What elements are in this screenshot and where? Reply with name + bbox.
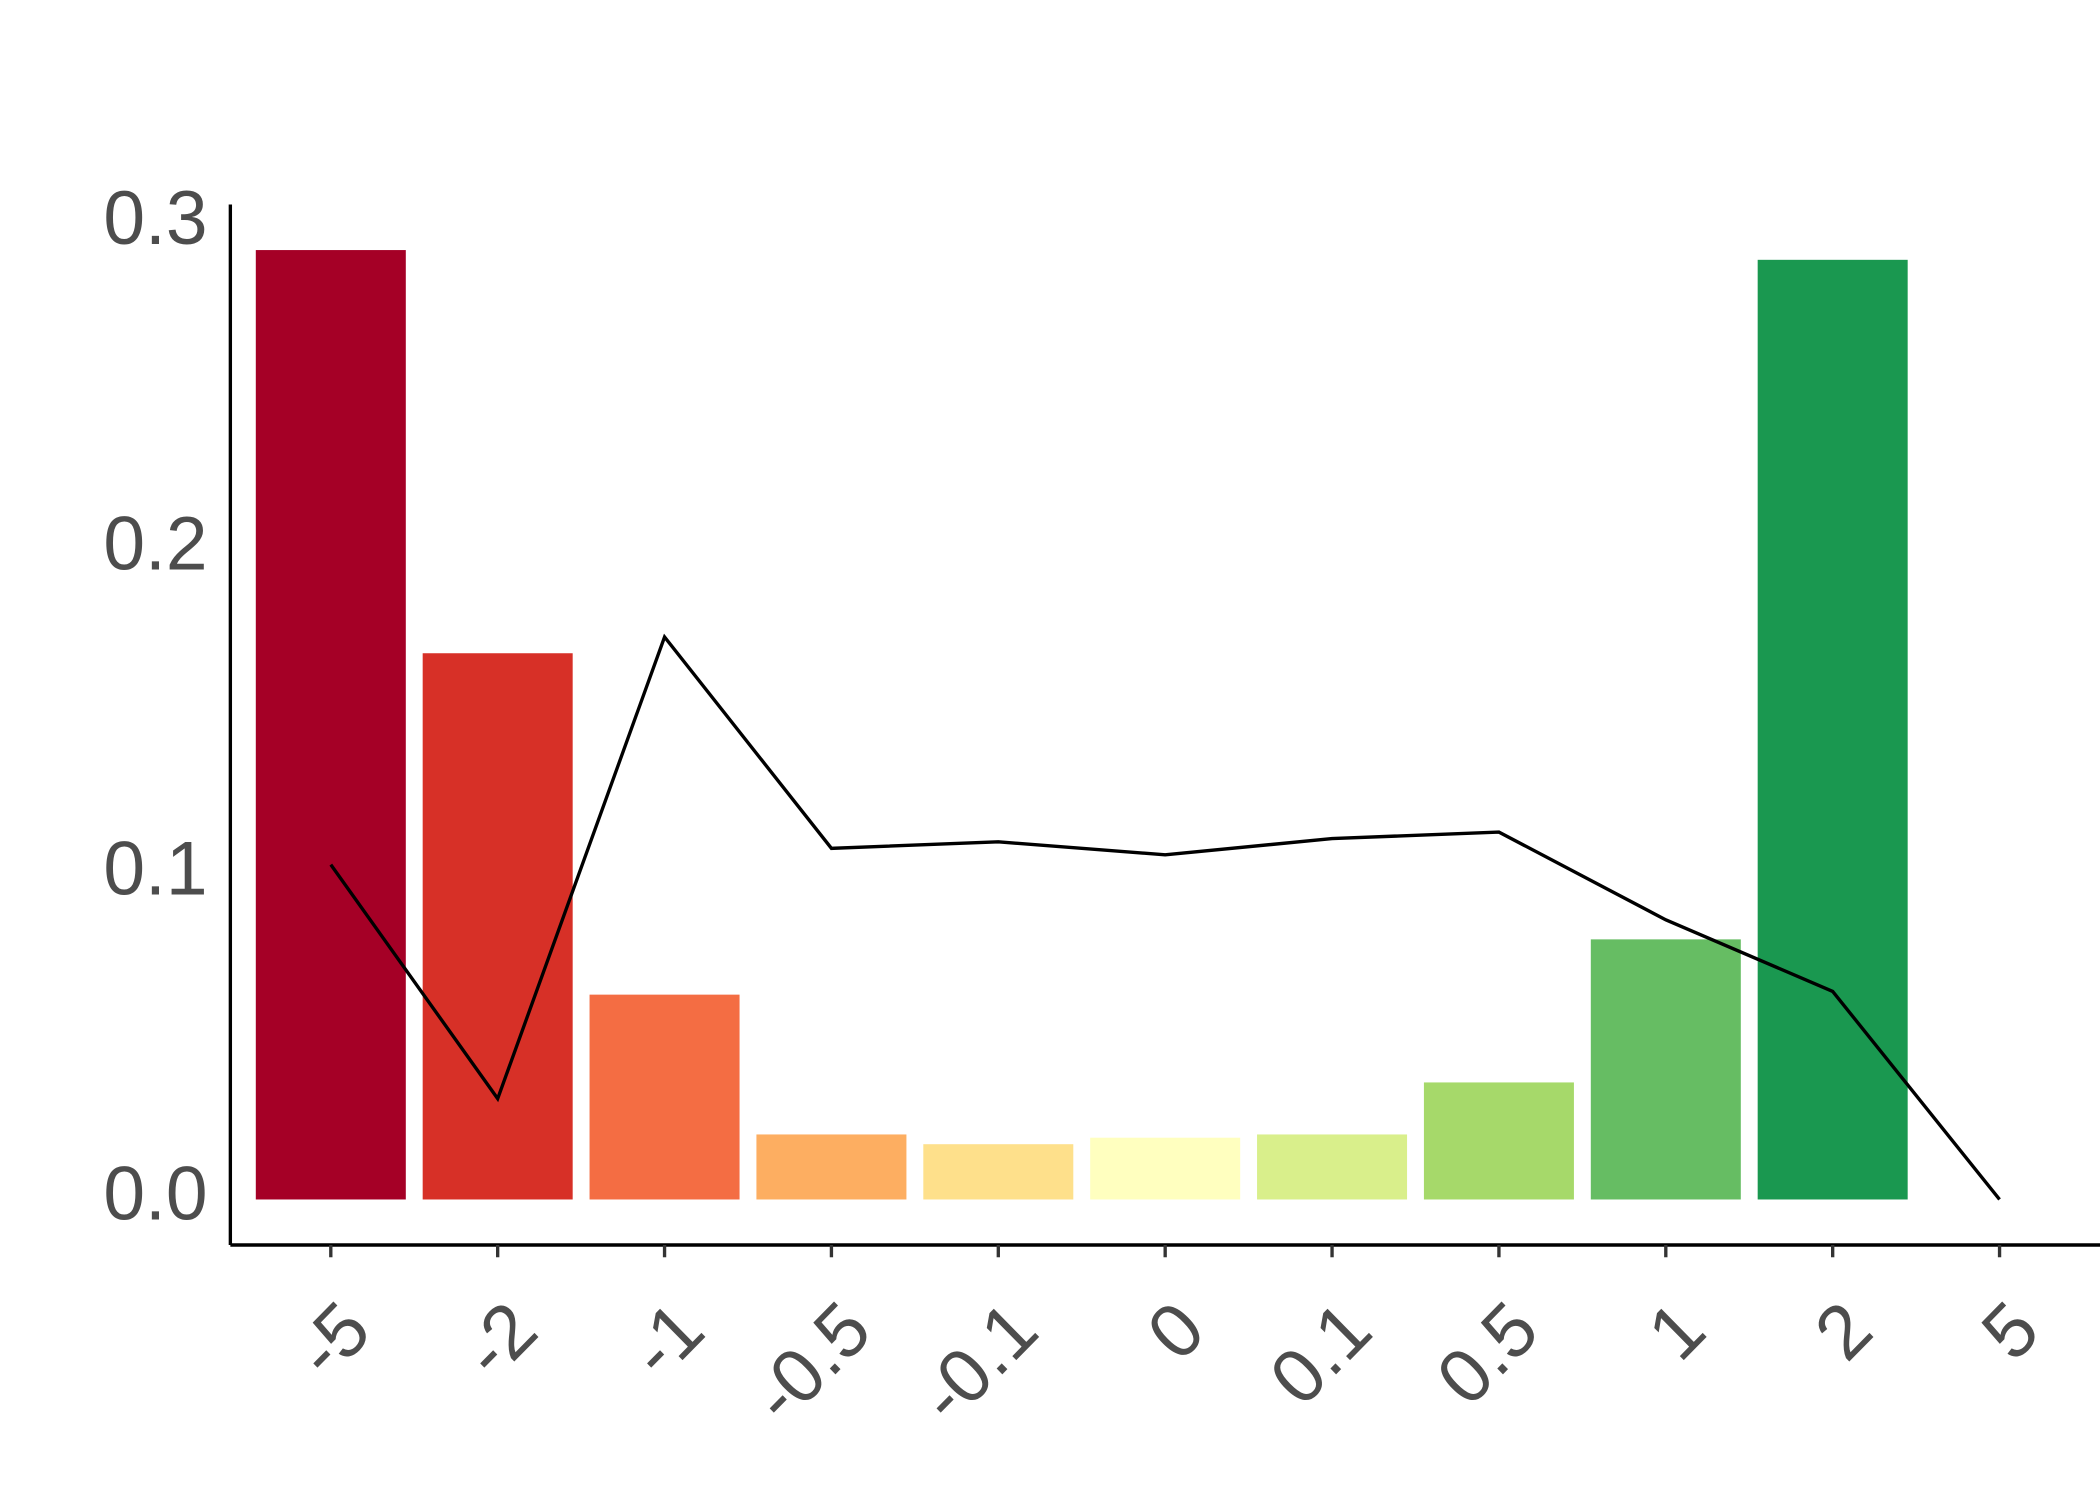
y-tick-label: 0.2 [103, 501, 207, 587]
x-tick-label: 2 [1799, 1286, 1888, 1377]
x-tick-label: -0.5 [736, 1286, 887, 1440]
x-tick-label: 5 [1966, 1286, 2055, 1377]
x-tick-label: -2 [446, 1286, 553, 1395]
bar [1423, 1082, 1574, 1200]
x-tick-label: -1 [613, 1286, 720, 1395]
x-tick-label: -5 [279, 1286, 386, 1395]
x-tick-label: 0 [1132, 1286, 1221, 1377]
bar [422, 653, 573, 1200]
bar [923, 1144, 1074, 1200]
bar [1257, 1134, 1408, 1200]
x-tick-label: 0.1 [1254, 1286, 1387, 1422]
bar [1090, 1137, 1241, 1200]
bar [589, 994, 740, 1200]
y-tick-label: 0.1 [103, 826, 207, 912]
bar [756, 1134, 907, 1200]
line [329, 633, 2001, 1201]
x-tick-label: 0.5 [1421, 1286, 1554, 1422]
x-tick-label: -0.1 [903, 1286, 1054, 1440]
bar [1590, 939, 1741, 1200]
bar [255, 250, 406, 1200]
y-tick-label: 0.0 [103, 1151, 207, 1237]
x-tick-label: 1 [1632, 1286, 1721, 1377]
bar [1757, 259, 1908, 1200]
y-tick-label: 0.3 [103, 176, 207, 262]
